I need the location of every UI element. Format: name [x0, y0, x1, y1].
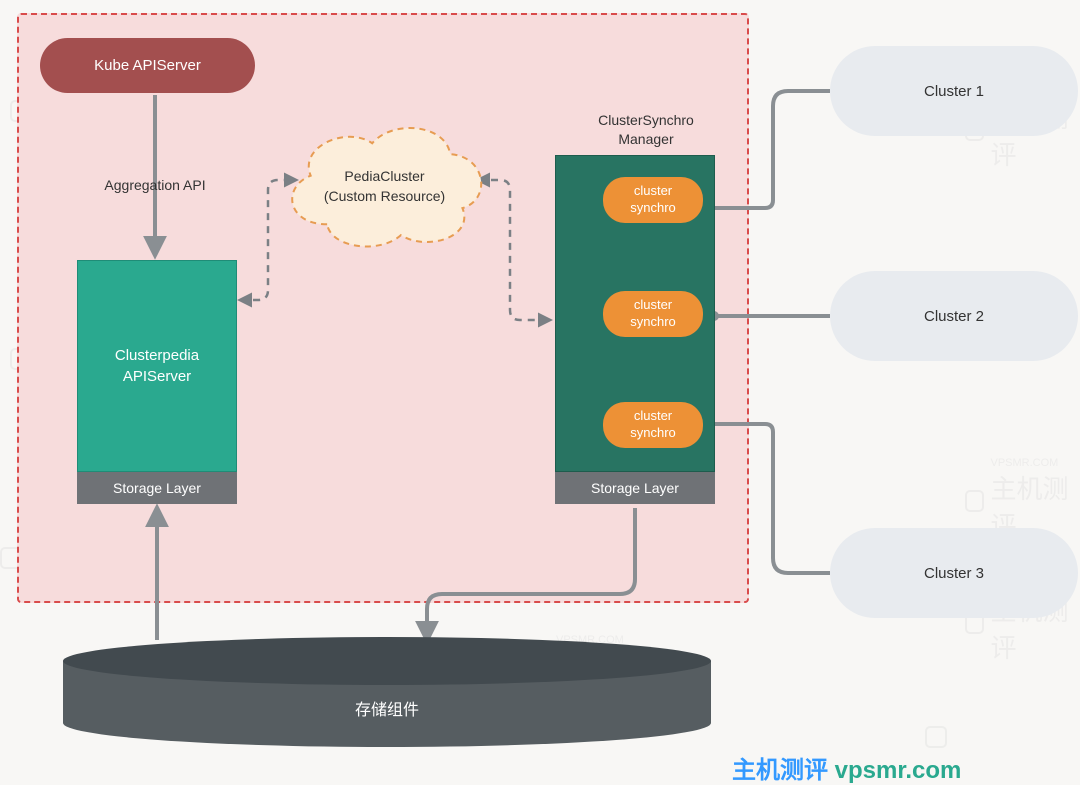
cluster-synchro-pill: clustersynchro [603, 402, 703, 448]
storage-layer-right: Storage Layer [555, 472, 715, 504]
clusterpedia-apiserver-label: Clusterpedia APIServer [115, 345, 199, 387]
kube-apiserver-node: Kube APIServer [40, 38, 255, 93]
cluster-node: Cluster 1 [830, 46, 1078, 136]
storage-cylinder-label: 存储组件 [63, 696, 711, 720]
pediacluster-label: PediaCluster (Custom Resource) [324, 167, 445, 206]
storage-cylinder: 存储组件 [63, 637, 711, 747]
kube-apiserver-label: Kube APIServer [94, 57, 201, 74]
cluster-synchro-pill: clustersynchro [603, 177, 703, 223]
cluster-node: Cluster 3 [830, 528, 1078, 618]
cluster-node: Cluster 2 [830, 271, 1078, 361]
aggregation-api-label: Aggregation API [90, 176, 220, 195]
storage-layer-left: Storage Layer [77, 472, 237, 504]
watermark [925, 726, 953, 748]
clusterpedia-apiserver-box: Clusterpedia APIServer [77, 260, 237, 472]
clustersynchro-manager-label: ClusterSynchro Manager [576, 111, 716, 149]
cluster-synchro-pill: clustersynchro [603, 291, 703, 337]
footer-brand: 主机测评 vpsmr.com [732, 750, 961, 785]
pediacluster-cloud: PediaCluster (Custom Resource) [282, 119, 487, 254]
